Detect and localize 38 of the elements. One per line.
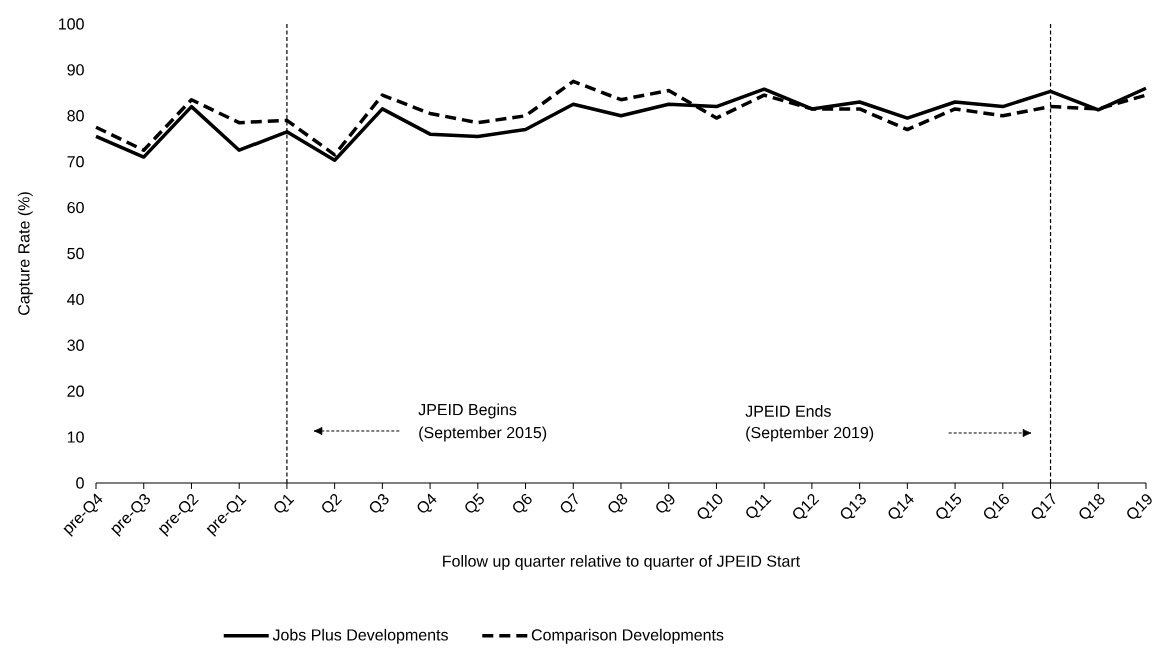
x-tick-label: Q13 xyxy=(840,494,866,519)
annotation: (September 2015) xyxy=(419,426,547,442)
annotation: (September 2019) xyxy=(746,426,874,442)
y-tick-label: 50 xyxy=(67,247,84,260)
y-tick-label: 90 xyxy=(67,64,84,76)
annotation: JPEID Ends xyxy=(745,405,831,417)
x-tick-label: Q16 xyxy=(984,493,1009,519)
x-tick-label: Q8 xyxy=(608,493,628,513)
y-tick-label: 0 xyxy=(76,477,84,489)
y-tick-label: 70 xyxy=(67,156,84,168)
x-tick-label: Q12 xyxy=(793,493,820,519)
x-tick-label: Q18 xyxy=(1079,493,1105,519)
y-tick-label: 100 xyxy=(59,18,84,30)
x-tick-label: Q17 xyxy=(1031,492,1056,519)
x-tick-label: Q6 xyxy=(513,493,532,513)
x-tick-label: Q2 xyxy=(322,493,342,513)
y-axis-title: Capture Rate (%) xyxy=(17,192,33,315)
y-tick-label: 10 xyxy=(67,431,84,443)
x-tick-label: Q11 xyxy=(746,494,772,519)
legend-label: Jobs Plus Developments xyxy=(272,628,448,644)
legend-label: Comparison Developments xyxy=(531,628,724,644)
y-tick-label: 20 xyxy=(67,385,84,397)
y-tick-label: 60 xyxy=(67,201,84,214)
y-tick-label: 80 xyxy=(67,110,84,122)
x-tick-label: Q1 xyxy=(274,494,295,513)
x-tick-label: Q5 xyxy=(465,493,484,513)
x-tick-label: Q14 xyxy=(888,493,914,519)
x-tick-label: Q4 xyxy=(417,493,437,513)
y-tick-label: 30 xyxy=(67,339,84,351)
x-tick-label: Q15 xyxy=(936,493,962,519)
x-tick-label: Q19 xyxy=(1127,494,1152,519)
x-tick-label: Q10 xyxy=(697,494,723,519)
annotation: JPEID Begins xyxy=(418,403,517,419)
x-tick-label: Q7 xyxy=(560,492,578,513)
x-axis-title: Follow up quarter relative to quarter of JPEID Start xyxy=(443,555,801,570)
x-tick-label: Q9 xyxy=(656,494,675,513)
y-tick-label: 40 xyxy=(67,293,84,306)
x-tick-label: Q3 xyxy=(369,493,389,513)
